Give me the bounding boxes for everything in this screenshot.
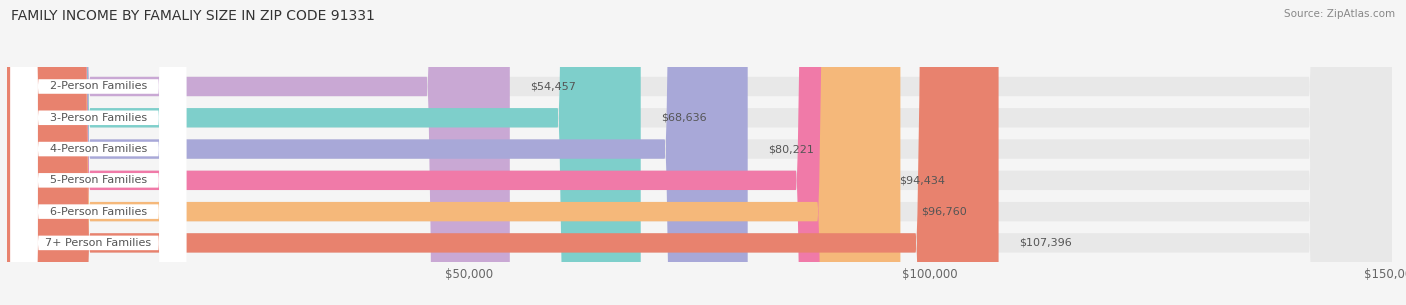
FancyBboxPatch shape [7, 0, 998, 305]
FancyBboxPatch shape [7, 0, 1392, 305]
Text: $96,760: $96,760 [921, 206, 966, 217]
FancyBboxPatch shape [7, 0, 1392, 305]
FancyBboxPatch shape [11, 0, 186, 305]
FancyBboxPatch shape [7, 0, 510, 305]
Text: 3-Person Families: 3-Person Families [49, 113, 148, 123]
FancyBboxPatch shape [11, 0, 186, 305]
FancyBboxPatch shape [7, 0, 1392, 305]
FancyBboxPatch shape [11, 0, 186, 305]
Text: 2-Person Families: 2-Person Families [49, 81, 148, 92]
Text: FAMILY INCOME BY FAMALIY SIZE IN ZIP CODE 91331: FAMILY INCOME BY FAMALIY SIZE IN ZIP COD… [11, 9, 375, 23]
Text: 4-Person Families: 4-Person Families [49, 144, 148, 154]
FancyBboxPatch shape [7, 0, 1392, 305]
FancyBboxPatch shape [7, 0, 748, 305]
FancyBboxPatch shape [11, 0, 186, 305]
Text: Source: ZipAtlas.com: Source: ZipAtlas.com [1284, 9, 1395, 19]
FancyBboxPatch shape [7, 0, 1392, 305]
Text: 7+ Person Families: 7+ Person Families [45, 238, 152, 248]
FancyBboxPatch shape [7, 0, 1392, 305]
Text: 5-Person Families: 5-Person Families [49, 175, 148, 185]
FancyBboxPatch shape [11, 0, 186, 305]
Text: 6-Person Families: 6-Person Families [49, 206, 148, 217]
FancyBboxPatch shape [7, 0, 641, 305]
FancyBboxPatch shape [11, 0, 186, 305]
Text: $94,434: $94,434 [900, 175, 945, 185]
Text: $68,636: $68,636 [661, 113, 707, 123]
Text: $107,396: $107,396 [1019, 238, 1071, 248]
FancyBboxPatch shape [7, 0, 900, 305]
Text: $80,221: $80,221 [768, 144, 814, 154]
FancyBboxPatch shape [7, 0, 879, 305]
Text: $54,457: $54,457 [530, 81, 576, 92]
